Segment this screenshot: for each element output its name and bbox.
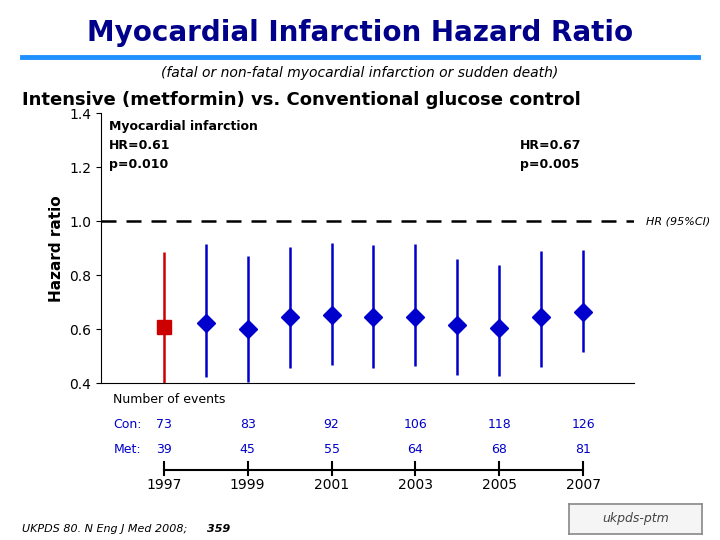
Text: 83: 83 [240, 418, 256, 431]
Text: 359: 359 [207, 523, 230, 534]
Text: Myocardial infarction: Myocardial infarction [109, 120, 258, 133]
Text: 45: 45 [240, 443, 256, 456]
Text: p=0.005: p=0.005 [521, 158, 580, 171]
Text: 39: 39 [156, 443, 171, 456]
Text: 2003: 2003 [398, 478, 433, 492]
Text: 68: 68 [492, 443, 508, 456]
Text: Number of events: Number of events [113, 393, 226, 406]
Text: HR=0.67: HR=0.67 [521, 139, 582, 152]
Text: 2007: 2007 [566, 478, 600, 492]
Text: 1997: 1997 [146, 478, 181, 492]
Text: 55: 55 [323, 443, 340, 456]
Text: 64: 64 [408, 443, 423, 456]
Text: 73: 73 [156, 418, 171, 431]
Text: 92: 92 [324, 418, 339, 431]
Text: :: : [222, 523, 225, 534]
Text: ukpds-ptm: ukpds-ptm [602, 512, 669, 525]
Y-axis label: Hazard ratio: Hazard ratio [48, 195, 63, 302]
Text: Myocardial Infarction Hazard Ratio: Myocardial Infarction Hazard Ratio [87, 19, 633, 47]
Text: 2005: 2005 [482, 478, 517, 492]
Text: 106: 106 [404, 418, 428, 431]
Text: Intensive (metformin) vs. Conventional glucose control: Intensive (metformin) vs. Conventional g… [22, 91, 580, 109]
Text: HR=0.61: HR=0.61 [109, 139, 171, 152]
Text: HR (95%CI): HR (95%CI) [646, 217, 711, 226]
Text: 126: 126 [572, 418, 595, 431]
Text: 118: 118 [487, 418, 511, 431]
Text: 1999: 1999 [230, 478, 266, 492]
Text: p=0.010: p=0.010 [109, 158, 168, 171]
Text: Met:: Met: [113, 443, 141, 456]
Text: (fatal or non-fatal myocardial infarction or sudden death): (fatal or non-fatal myocardial infarctio… [161, 66, 559, 80]
Text: UKPDS 80. N Eng J Med 2008;: UKPDS 80. N Eng J Med 2008; [22, 523, 190, 534]
Text: Con:: Con: [113, 418, 142, 431]
Text: 81: 81 [575, 443, 591, 456]
Text: 2001: 2001 [314, 478, 349, 492]
